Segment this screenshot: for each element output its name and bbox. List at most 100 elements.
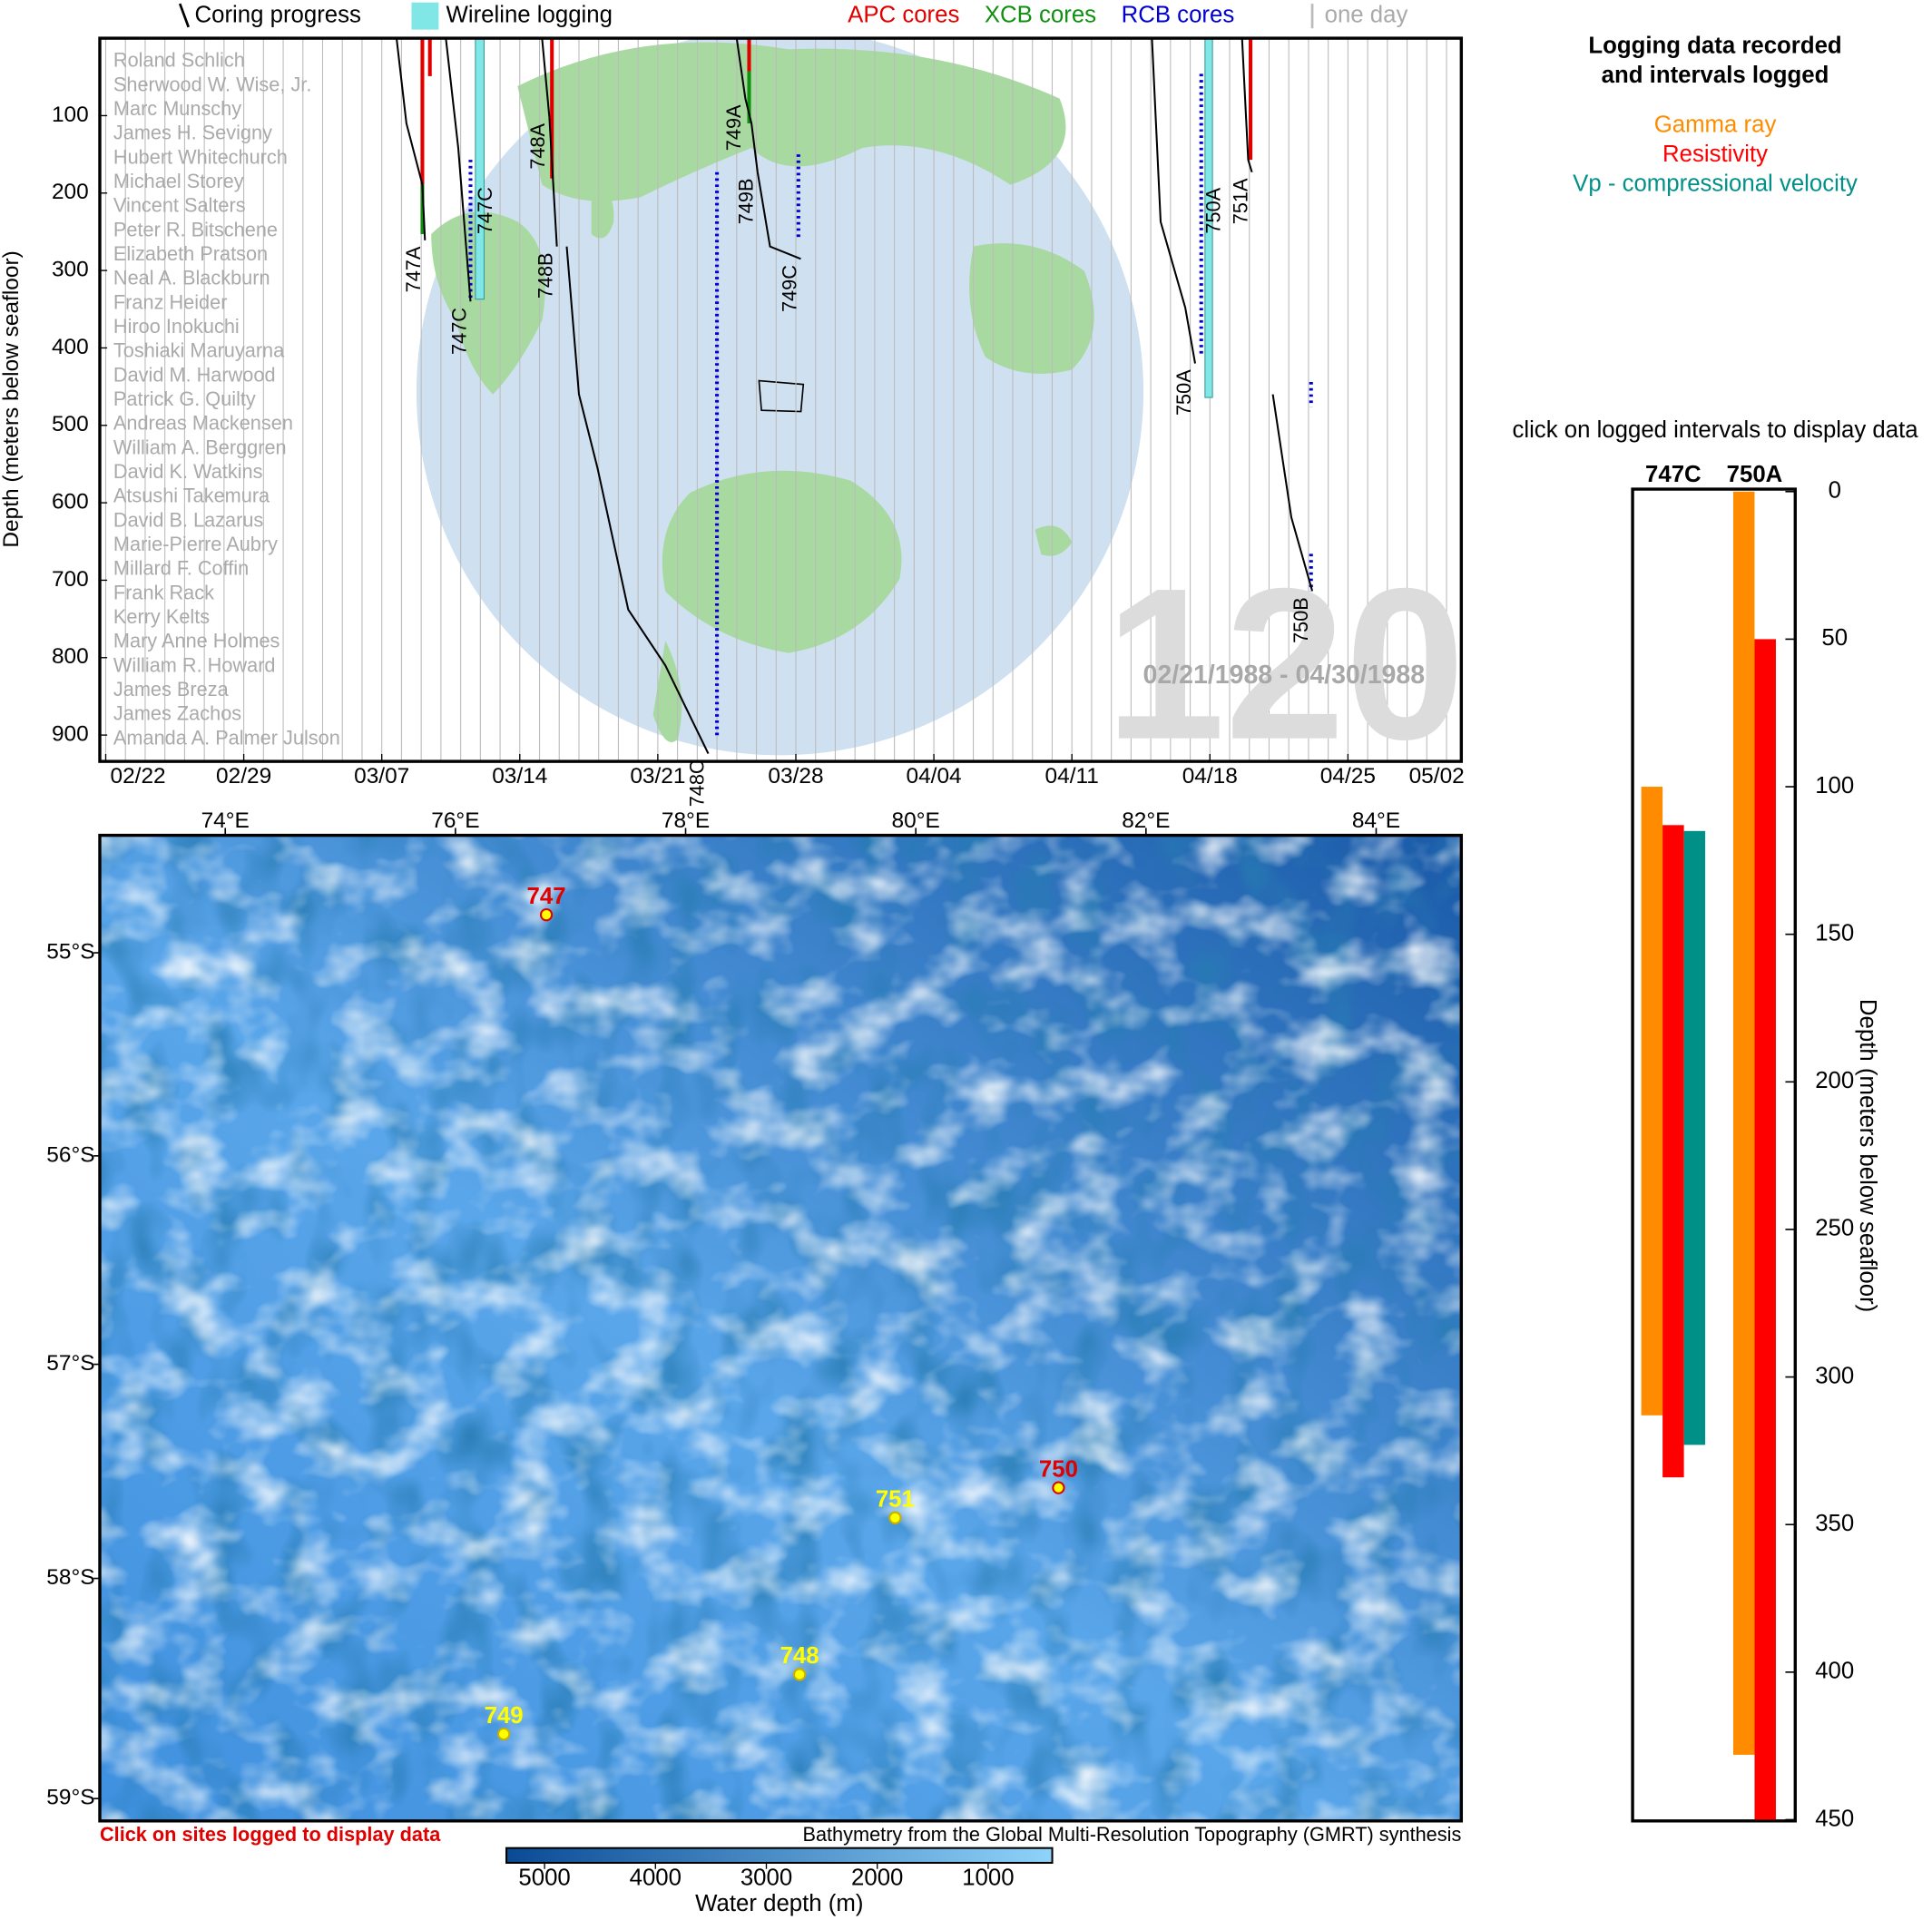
lon-tick-label: 76°E xyxy=(431,808,479,833)
coring-progress xyxy=(445,37,472,302)
site-marker[interactable] xyxy=(1052,1481,1065,1494)
coring-progress xyxy=(756,171,801,260)
logging-label: 750A xyxy=(1202,187,1225,233)
hole-label: 747C xyxy=(447,308,470,355)
y-tick-label: 100 xyxy=(1815,773,1854,798)
hole-label: 748A xyxy=(526,122,549,169)
hole-label: 749A xyxy=(722,104,745,151)
coring-progress xyxy=(1241,38,1253,173)
participant: Mary Anne Holmes xyxy=(113,630,280,652)
logging-label: 747C xyxy=(474,187,496,234)
site-label[interactable]: 750 xyxy=(1039,1456,1078,1482)
x-tick-label: 04/18 xyxy=(1182,764,1238,789)
x-tick-label: 02/22 xyxy=(110,764,165,789)
y-tick-label: 800 xyxy=(52,644,89,669)
x-tick-label: 04/11 xyxy=(1045,764,1099,789)
colorbar-tick-label: 2000 xyxy=(851,1865,903,1890)
site-marker[interactable] xyxy=(539,908,554,922)
hole-label: 748C xyxy=(685,759,708,807)
site-marker xyxy=(792,1668,807,1681)
participant: Elizabeth Pratson xyxy=(113,242,268,265)
logged-interval[interactable] xyxy=(1683,830,1706,1445)
lat-tick-label: 59°S xyxy=(46,1786,94,1810)
y-tick-label: 700 xyxy=(52,567,89,592)
colorbar xyxy=(505,1847,1054,1864)
legend-label: Gamma ray xyxy=(1654,112,1777,137)
hole-label: 749C xyxy=(778,265,800,312)
y-tick-label: 450 xyxy=(1815,1806,1854,1831)
coring-progress xyxy=(1271,394,1314,592)
legend-label: Coring progress xyxy=(195,2,361,27)
hole-label: 749B xyxy=(735,179,758,225)
colorbar-tick-label: 1000 xyxy=(962,1865,1014,1890)
participant: Andreas Mackensen xyxy=(113,412,293,435)
lon-tick-label: 74°E xyxy=(201,808,250,833)
log-hint: click on logged intervals to display dat… xyxy=(1512,417,1918,443)
participant: James Zachos xyxy=(113,702,241,725)
legend-label: RCB cores xyxy=(1122,2,1235,27)
site-label: 749 xyxy=(485,1703,524,1729)
y-tick-label: 250 xyxy=(1815,1216,1854,1241)
lon-tick-label: 80°E xyxy=(892,808,940,833)
participant: Millard F. Coffin xyxy=(113,557,249,580)
log-frame xyxy=(1631,487,1797,1823)
x-tick-label: 03/21 xyxy=(630,764,685,789)
map-note: Click on sites logged to display data xyxy=(100,1823,441,1846)
participant: Hiroo Inokuchi xyxy=(113,315,240,338)
legend-label: Resistivity xyxy=(1662,142,1768,167)
y-tick-label: 300 xyxy=(1815,1363,1854,1388)
x-tick-label: 02/29 xyxy=(216,764,271,789)
y-tick-label: 600 xyxy=(52,490,89,514)
coring-progress xyxy=(735,37,747,99)
lat-tick-label: 56°S xyxy=(46,1142,94,1167)
coring-progress xyxy=(565,246,710,755)
participant: James H. Sevigny xyxy=(113,122,272,144)
participant: Vincent Salters xyxy=(113,194,246,217)
coring-progress xyxy=(548,117,558,247)
y-tick-label: 200 xyxy=(52,180,89,204)
hole-label: 747C xyxy=(1645,462,1702,487)
hole-label: 750A xyxy=(1172,369,1195,416)
participant: William A. Berggren xyxy=(113,436,287,458)
legend-label: Vp - compressional velocity xyxy=(1573,171,1858,196)
participant: Marie-Pierre Aubry xyxy=(113,533,278,555)
x-tick-label: 04/25 xyxy=(1320,764,1376,789)
bathymetry-texture xyxy=(99,835,1462,1821)
participant: Patrick G. Quilty xyxy=(113,387,256,410)
lon-tick-label: 78°E xyxy=(662,808,710,833)
y-tick-label: 400 xyxy=(1815,1659,1854,1684)
participant: Atsushi Takemura xyxy=(113,485,270,507)
logged-interval[interactable] xyxy=(1662,825,1684,1478)
logged-interval[interactable] xyxy=(1732,491,1755,1755)
lat-tick-label: 58°S xyxy=(46,1565,94,1590)
map-frame xyxy=(98,833,1464,1823)
participant: Kerry Kelts xyxy=(113,605,210,628)
globe xyxy=(417,38,1143,756)
lat-tick-label: 57°S xyxy=(46,1351,94,1376)
logged-interval[interactable] xyxy=(1641,787,1663,1416)
y-tick-label: 300 xyxy=(52,258,89,282)
y-tick-label: 200 xyxy=(1815,1068,1854,1093)
participant: James Breza xyxy=(113,678,230,700)
logged-interval[interactable] xyxy=(1754,639,1776,1820)
site-label: 748 xyxy=(780,1643,819,1669)
colorbar-tick-label: 4000 xyxy=(630,1865,682,1890)
log-title: and intervals logged xyxy=(1602,63,1829,88)
hole-label: 750A xyxy=(1727,462,1783,487)
lon-tick-label: 84°E xyxy=(1352,808,1400,833)
participant: Amanda A. Palmer Julson xyxy=(113,726,340,749)
y-tick-label: 900 xyxy=(52,722,89,747)
hole-label: 751A xyxy=(1229,178,1251,224)
coring-progress xyxy=(395,37,427,240)
site-label[interactable]: 747 xyxy=(527,884,566,909)
x-tick-label: 05/02 xyxy=(1409,764,1465,789)
colorbar-tick-label: 3000 xyxy=(740,1865,792,1890)
logging-interval xyxy=(475,37,485,300)
timeline-frame xyxy=(98,36,1464,763)
y-tick-label: 400 xyxy=(52,335,89,359)
participant: David B. Lazarus xyxy=(113,508,264,531)
coring-progress xyxy=(744,98,759,172)
x-tick-label: 04/04 xyxy=(907,764,962,789)
participant: Neal A. Blackburn xyxy=(113,267,270,289)
